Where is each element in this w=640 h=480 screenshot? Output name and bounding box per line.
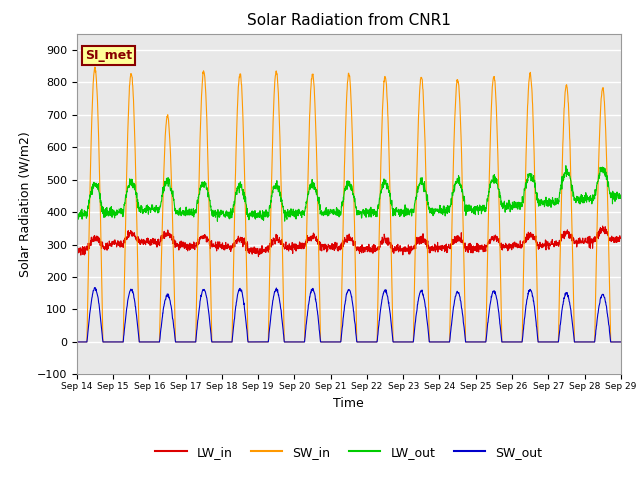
SW_out <box>73 339 81 345</box>
SW_in <box>507 339 515 345</box>
Y-axis label: Solar Radiation (W/m2): Solar Radiation (W/m2) <box>18 131 31 277</box>
LW_out <box>617 192 625 198</box>
LW_out <box>507 206 515 212</box>
LW_in <box>617 235 625 241</box>
Legend: LW_in, SW_in, LW_out, SW_out: LW_in, SW_in, LW_out, SW_out <box>150 441 547 464</box>
LW_out <box>570 193 577 199</box>
LW_out <box>562 163 570 168</box>
SW_in <box>73 339 81 345</box>
LW_in <box>599 223 607 229</box>
LW_out <box>584 195 592 201</box>
LW_out <box>214 218 221 224</box>
Text: SI_met: SI_met <box>85 49 132 62</box>
LW_out <box>73 209 81 215</box>
SW_out <box>365 339 372 345</box>
LW_in <box>569 234 577 240</box>
SW_out <box>92 285 99 291</box>
SW_out <box>376 308 384 313</box>
Line: SW_in: SW_in <box>77 67 621 342</box>
Line: SW_out: SW_out <box>77 288 621 342</box>
SW_in <box>617 339 625 345</box>
LW_in <box>255 254 262 260</box>
SW_in <box>365 339 372 345</box>
Title: Solar Radiation from CNR1: Solar Radiation from CNR1 <box>247 13 451 28</box>
SW_out <box>569 325 577 331</box>
SW_in <box>91 64 99 70</box>
LW_in <box>376 238 384 244</box>
LW_out <box>365 207 372 213</box>
LW_in <box>73 250 81 256</box>
LW_in <box>584 239 592 245</box>
SW_out <box>584 339 592 345</box>
LW_in <box>365 245 372 251</box>
SW_in <box>569 265 577 271</box>
LW_in <box>225 242 232 248</box>
SW_in <box>376 177 384 183</box>
Line: LW_out: LW_out <box>77 166 621 221</box>
X-axis label: Time: Time <box>333 396 364 409</box>
SW_in <box>225 339 232 345</box>
LW_out <box>225 214 232 220</box>
SW_out <box>507 339 515 345</box>
LW_out <box>376 191 384 196</box>
Line: LW_in: LW_in <box>77 226 621 257</box>
SW_out <box>225 339 232 345</box>
LW_in <box>507 245 515 251</box>
SW_in <box>584 339 592 345</box>
SW_out <box>617 339 625 345</box>
